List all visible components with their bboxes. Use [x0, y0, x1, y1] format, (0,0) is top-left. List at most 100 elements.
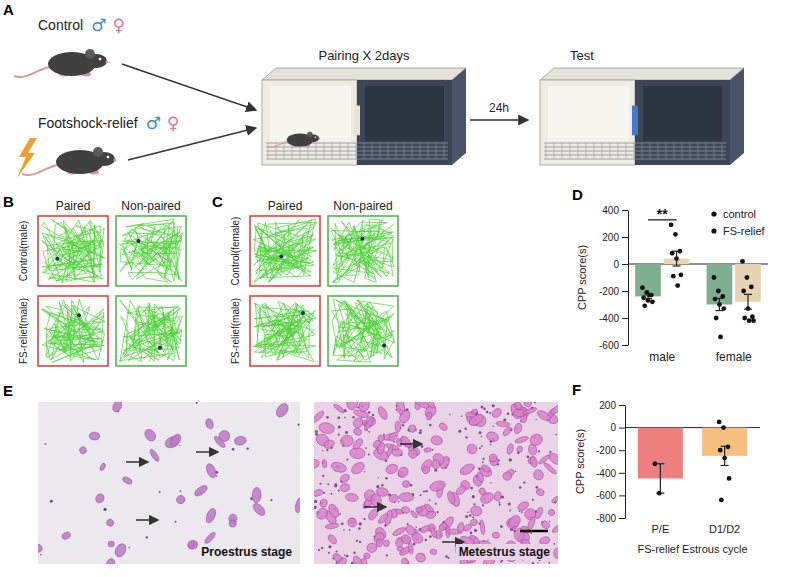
tick-label: -800 [596, 513, 616, 524]
cell [61, 531, 72, 541]
cell [340, 434, 355, 447]
cell [516, 500, 530, 512]
cell [526, 516, 536, 531]
debris [372, 414, 374, 416]
floor-grid [268, 143, 269, 159]
debris [320, 483, 322, 485]
debris [344, 417, 346, 419]
micrograph-ground [38, 402, 300, 564]
arrow [196, 451, 218, 452]
cell [553, 548, 558, 559]
tick-label: 200 [599, 400, 616, 411]
data-point [640, 285, 645, 290]
label-patch [456, 544, 554, 560]
cell [251, 501, 267, 517]
cell [522, 402, 533, 408]
error-bar-cap [721, 465, 729, 466]
stage-label: Proestrus stage [201, 545, 292, 559]
cell [478, 487, 487, 496]
mouse-eye [315, 137, 316, 138]
cell [408, 542, 414, 554]
floor-grid [690, 143, 691, 159]
mouse-icon [14, 49, 109, 77]
tick: -200 [599, 286, 628, 297]
cell [367, 507, 380, 521]
cell [416, 507, 423, 513]
tick: -600 [596, 490, 625, 501]
debris [368, 454, 370, 456]
mouse-icon [268, 132, 320, 147]
arena-frame [250, 216, 320, 286]
cell [351, 416, 364, 429]
debris [322, 475, 324, 477]
debris [470, 487, 473, 490]
data-point [751, 318, 756, 323]
floor-grid [602, 143, 603, 159]
cell [485, 430, 500, 443]
debris [343, 529, 345, 531]
cell [113, 542, 128, 559]
axis-title: CPP score(s) [576, 245, 588, 310]
cell [547, 508, 556, 517]
cell [551, 524, 558, 534]
floor-grid [626, 143, 627, 159]
cell [490, 407, 503, 419]
debris [216, 475, 217, 476]
cell [388, 493, 399, 503]
cell [314, 458, 320, 468]
cell [105, 518, 115, 528]
debris [328, 545, 331, 548]
cell [465, 442, 479, 456]
cell [396, 438, 403, 447]
debris [469, 514, 472, 517]
debris [402, 424, 404, 426]
tick-label: -200 [596, 445, 616, 456]
debris [321, 547, 323, 549]
arrow [364, 506, 386, 507]
floor-grid [284, 143, 285, 159]
debris [45, 443, 47, 445]
track-trace [331, 299, 394, 362]
light-compartment [540, 80, 635, 165]
door [354, 106, 360, 136]
cell [386, 445, 394, 457]
debris [461, 415, 463, 417]
cell [326, 533, 338, 545]
debris [432, 449, 434, 451]
stage-label: Metestrus stage [459, 545, 551, 559]
floor-grid [618, 143, 619, 159]
debris [458, 430, 461, 433]
micrograph-ground [314, 402, 558, 564]
cell [432, 460, 440, 469]
tick: male [649, 350, 675, 364]
tick: 200 [599, 400, 625, 411]
cell [438, 422, 449, 432]
data-point [669, 222, 674, 227]
debris [128, 547, 129, 548]
cell [514, 435, 529, 444]
debris [346, 555, 349, 558]
cell [294, 497, 300, 513]
tick-mark [622, 345, 628, 346]
error-bar [721, 446, 729, 465]
debris [509, 510, 511, 512]
column-header: Paired [268, 199, 303, 213]
data-point [713, 297, 718, 302]
sex-symbol: ♀ [167, 113, 179, 133]
debris [315, 433, 318, 436]
debris [364, 471, 366, 473]
debris [341, 523, 343, 525]
cell [522, 406, 537, 415]
floor-grid [554, 143, 555, 159]
data-point [719, 498, 724, 503]
sex-symbol: ♂ [91, 15, 106, 35]
debris [323, 492, 325, 494]
cell [363, 417, 375, 432]
floor-grid [276, 143, 277, 159]
cell [494, 491, 503, 502]
floor-grid [332, 143, 333, 159]
mouse-tail [14, 67, 50, 77]
cell [419, 525, 430, 534]
debris [415, 527, 416, 528]
mouse-nose [105, 60, 108, 63]
